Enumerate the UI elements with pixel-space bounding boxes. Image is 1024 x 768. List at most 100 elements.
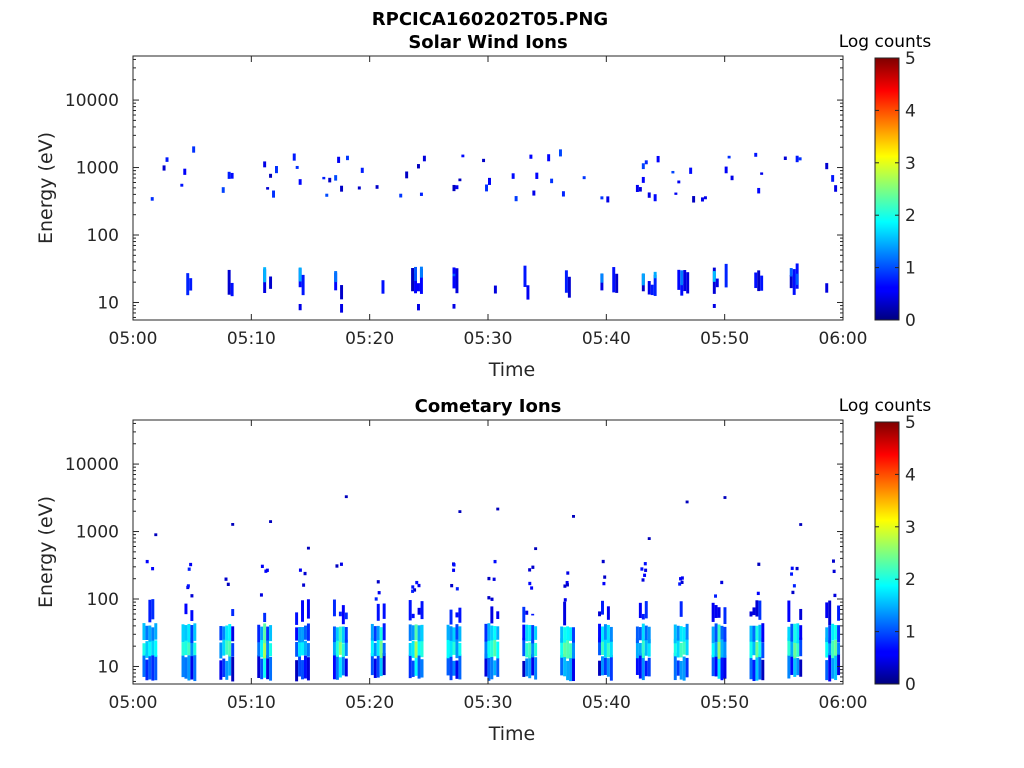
heatmap-cell (653, 194, 657, 202)
heatmap-cell (222, 658, 226, 677)
heatmap-cell (712, 271, 716, 282)
heatmap-cell (269, 520, 273, 523)
x-tick-label: 05:50 (700, 329, 749, 349)
heatmap-cell (482, 158, 486, 163)
heatmap-cell (650, 284, 654, 296)
heatmap-cell (219, 626, 223, 641)
x-tick-label: 05:40 (582, 693, 631, 713)
heatmap-cell (322, 176, 326, 180)
y-tick-label: 100 (87, 590, 119, 610)
heatmap-cell (833, 593, 837, 598)
heatmap-cell (298, 179, 302, 185)
heatmap-cell (677, 269, 681, 290)
heatmap-cell (332, 653, 336, 680)
heatmap-cell (790, 566, 794, 570)
heatmap-cell (756, 591, 760, 596)
heatmap-cell (420, 624, 424, 642)
heatmap-cell (789, 268, 793, 277)
heatmap-cell (752, 625, 756, 642)
heatmap-cell (337, 156, 341, 163)
heatmap-cell (825, 627, 829, 643)
heatmap-cell (376, 580, 380, 584)
heatmap-cell (231, 626, 235, 642)
heatmap-cell (609, 626, 613, 642)
heatmap-cell (452, 640, 456, 655)
heatmap-cell (566, 660, 570, 681)
heatmap-cell (723, 638, 727, 658)
heatmap-cell (145, 625, 149, 640)
heatmap-cell (757, 187, 761, 194)
heatmap-cell (526, 285, 530, 300)
heatmap-cell (449, 653, 453, 681)
heatmap-cell (415, 580, 419, 585)
heatmap-cell (564, 270, 568, 293)
heatmap-cell (563, 638, 567, 658)
heatmap-cell (145, 659, 149, 681)
heatmap-cell (219, 660, 223, 680)
heatmap-cell (758, 656, 762, 680)
heatmap-cell (496, 626, 500, 640)
x-tick-label: 05:20 (345, 329, 394, 349)
heatmap-cell (790, 623, 794, 642)
heatmap-cell (569, 643, 573, 659)
heatmap-cell (341, 655, 345, 676)
heatmap-cell (382, 603, 386, 619)
heatmap-cell (142, 643, 146, 656)
heatmap-cell (335, 627, 339, 641)
heatmap-cell (142, 653, 146, 677)
heatmap-cell (452, 627, 456, 642)
heatmap-cell (490, 637, 494, 658)
heatmap-cell (332, 599, 336, 617)
heatmap-cell (641, 623, 645, 641)
colorbar-tick-label: 1 (905, 259, 916, 279)
heatmap-cell (414, 273, 417, 294)
heatmap-cell (825, 162, 829, 170)
heatmap-cell (266, 639, 270, 659)
heatmap-cell (414, 656, 418, 676)
heatmap-cell (730, 175, 734, 181)
heatmap-cell (405, 171, 409, 179)
heatmap-cell (528, 581, 532, 586)
heatmap-cell (560, 655, 564, 676)
heatmap-cell (761, 642, 765, 659)
heatmap-cell (411, 613, 415, 619)
heatmap-cell (263, 161, 267, 168)
heatmap-cell (408, 642, 412, 656)
heatmap-cell (452, 568, 456, 572)
heatmap-cell (306, 599, 310, 619)
heatmap-cell (142, 623, 146, 641)
heatmap-cell (834, 625, 838, 640)
heatmap-cell (837, 605, 841, 621)
heatmap-cell (569, 627, 573, 641)
heatmap-cell (340, 185, 344, 192)
heatmap-cell (598, 660, 602, 676)
heatmap-cell (792, 269, 796, 295)
heatmap-cell (532, 190, 536, 196)
x-tick-label: 05:40 (582, 329, 631, 349)
heatmap-cell (228, 654, 232, 676)
heatmap-cell (787, 626, 791, 641)
heatmap-cell (458, 642, 462, 656)
heatmap-cell (455, 624, 459, 640)
heatmap-cell (379, 627, 383, 641)
heatmap-cell (411, 625, 415, 641)
heatmap-cell (148, 625, 152, 642)
heatmap-cell (335, 655, 339, 680)
heatmap-cell (325, 193, 329, 197)
heatmap-cell (676, 660, 680, 676)
heatmap-cell (601, 656, 604, 676)
heatmap-cell (306, 623, 310, 641)
heatmap-cell (799, 659, 803, 677)
colorbar-tick-label: 5 (905, 413, 916, 433)
heatmap-cell (640, 567, 644, 571)
heatmap-cell (601, 600, 604, 615)
heatmap-cell (752, 638, 756, 656)
heatmap-cell (796, 641, 800, 657)
heatmap-cell (452, 273, 456, 277)
heatmap-cell (376, 603, 380, 621)
heatmap-cell (653, 274, 657, 296)
heatmap-cell (723, 655, 727, 679)
x-tick-label: 05:20 (345, 693, 394, 713)
heatmap-cell (490, 606, 494, 624)
